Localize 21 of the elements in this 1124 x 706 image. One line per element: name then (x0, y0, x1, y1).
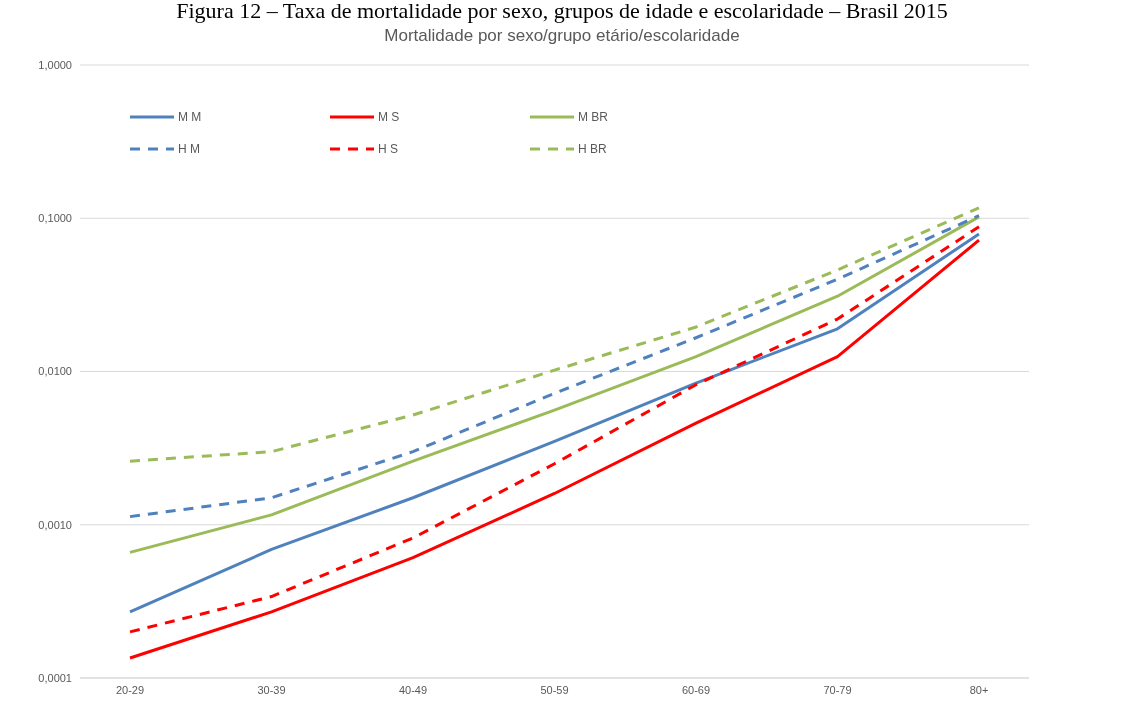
x-tick-label: 40-49 (398, 683, 428, 696)
legend-label: M M (178, 110, 202, 124)
legend-label: H BR (578, 142, 607, 156)
x-tick-label: 70-79 (823, 683, 852, 696)
legend-label: M S (378, 110, 400, 124)
y-tick-label: 0,0001 (38, 671, 72, 684)
x-tick-label: 30-39 (257, 683, 286, 696)
legend-label: M BR (578, 110, 608, 124)
y-tick-label: 0,1000 (38, 212, 72, 225)
x-tick-label: 60-69 (681, 683, 711, 696)
line-series (128, 206, 981, 463)
x-tick-label: 20-29 (115, 683, 145, 696)
x-tick-label: 50-59 (540, 683, 569, 696)
x-tick-label: 80+ (969, 683, 989, 696)
y-tick-label: 0,0100 (38, 365, 72, 378)
y-tick-label: 1,0000 (38, 58, 72, 71)
legend-label: H S (378, 142, 399, 156)
legend-label: H M (178, 142, 200, 156)
chart-subtitle: Mortalidade por sexo/grupo etário/escolaridade (383, 26, 741, 46)
chart-title: Figura 12 – Taxa de mortalidade por sexo, grupos de idade e escolaridade – Brasil 2015 (175, 0, 949, 24)
y-tick-label: 0,0010 (38, 518, 72, 531)
